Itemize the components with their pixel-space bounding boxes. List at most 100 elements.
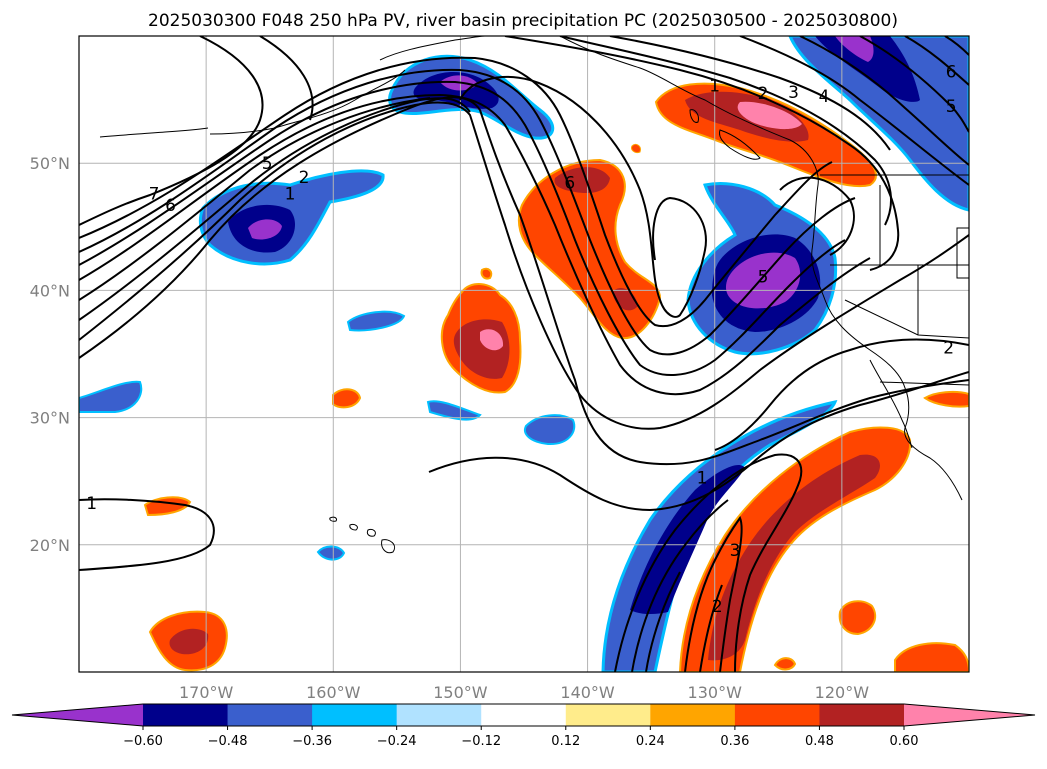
pv-contour-7 (79, 56, 833, 328)
pv-contour-northeast-3 (859, 36, 969, 133)
contour-label-7: 1 (709, 77, 720, 97)
negative-anomaly-small-1 (346, 310, 406, 332)
contour-label-3: 5 (262, 154, 273, 174)
colorbar-label-5: 0.12 (551, 734, 580, 749)
pv-contour-5 (79, 80, 846, 376)
pv-contour-se-2 (631, 499, 729, 672)
positive-anomaly-small-1 (332, 388, 362, 409)
negative-anomaly-small-2 (79, 380, 143, 413)
colorbar-box-9 (819, 704, 905, 726)
colorbar-label-8: 0.48 (805, 734, 834, 749)
contour-label-10: 4 (819, 87, 830, 107)
contour-label-11: 6 (946, 63, 957, 83)
lon-label-3: 140°W (560, 683, 615, 702)
colorbar-box-1 (143, 704, 229, 726)
coastline-baja-california (869, 359, 913, 449)
positive-core-southeast-band (708, 454, 880, 661)
latitude-labels: 20°N 30°N 40°N 50°N (30, 154, 70, 555)
pv-contour-trough-1 (79, 101, 969, 430)
map-frame (78, 35, 970, 673)
positive-core-central (554, 167, 610, 194)
contour-label-1: 7 (149, 185, 160, 205)
coastline-hawaii (329, 516, 396, 554)
negative-anomaly-small-5 (316, 545, 346, 561)
colorbar-label-7: 0.36 (720, 734, 749, 749)
colorbar-label-3: −0.24 (377, 734, 417, 749)
pv-contour-trough-west-1 (459, 76, 707, 318)
contour-label-14: 2 (943, 339, 954, 359)
pv-contour-se-1 (614, 453, 803, 672)
pv-contour-se-3 (684, 515, 743, 672)
pv-contour-ridge-1 (79, 36, 264, 226)
contour-label-8: 2 (758, 84, 769, 104)
contour-label-5: 1 (285, 185, 296, 205)
pv-contour-northeast-5 (944, 36, 969, 56)
pv-contour-3 (79, 97, 431, 301)
contour-label-9: 3 (788, 83, 799, 103)
lon-label-0: 170°W (179, 683, 234, 702)
colorbar-extend-max (904, 704, 1035, 726)
border-states (830, 185, 969, 339)
colorbar-label-0: −0.60 (123, 734, 163, 749)
colorbar-extend-min (12, 704, 143, 726)
colorbar: −0.60 −0.48 −0.36 −0.24 −0.12 0.12 0.24 0.36 0.4… (11, 703, 1036, 749)
pv-contour-ridge-2 (259, 36, 314, 121)
pv-contour-northeast-1 (739, 36, 969, 186)
lon-label-1: 160°W (306, 683, 361, 702)
contour-label-13: 5 (758, 267, 769, 287)
positive-anomaly-small-7 (480, 267, 493, 280)
colorbar-label-4: −0.12 (461, 734, 501, 749)
pv-contours (79, 36, 969, 672)
colorbar-label-6: 0.24 (636, 734, 665, 749)
colorbar-box-5 (481, 704, 567, 726)
colorbar-box-4 (396, 704, 482, 726)
positive-anomaly-small-8 (631, 143, 641, 153)
colorbar-label-2: −0.36 (292, 734, 332, 749)
pv-contour-se-4 (699, 584, 723, 672)
pv-contour-se-5 (645, 571, 681, 672)
contour-label-12: 5 (946, 97, 957, 117)
pv-contour-nook (779, 176, 855, 256)
negative-anomaly-small-4 (524, 414, 576, 446)
pv-contour-northeast-4 (904, 36, 969, 86)
contour-label-2: 6 (165, 196, 176, 216)
colorbar-label-1: −0.48 (208, 734, 248, 749)
coastline-haida-gwaii (689, 109, 699, 123)
positive-anomaly-small-6 (923, 390, 969, 408)
contour-label-15: 1 (697, 468, 708, 488)
pv-contour-north-1 (504, 36, 900, 271)
pv-contour-north-3 (609, 36, 891, 151)
pv-contour-2-southwest (428, 371, 969, 512)
colorbar-label-9: 0.60 (890, 734, 919, 749)
contour-label-4: 2 (299, 168, 310, 188)
positive-anomaly-small-4 (838, 600, 877, 636)
lon-label-4: 130°W (688, 683, 743, 702)
contour-label-16: 3 (730, 541, 741, 561)
positive-core-small-3 (169, 628, 209, 655)
pv-contour-4 (79, 93, 871, 396)
lat-label-2: 40°N (30, 281, 70, 300)
pv-contour-northeast-2 (799, 36, 969, 166)
pv-contour-1 (79, 96, 969, 466)
negative-core-northeast (815, 36, 920, 102)
pv-contour-trough-2 (79, 97, 471, 321)
negative-peak-west (248, 219, 282, 240)
contour-label-0: 1 (86, 494, 97, 514)
lat-label-3: 50°N (30, 154, 70, 173)
colorbar-box-3 (312, 704, 398, 726)
positive-anomaly-se-small (773, 657, 797, 671)
lon-label-5: 120°W (815, 683, 870, 702)
lat-label-0: 20°N (30, 536, 70, 555)
border-us-mexico (879, 381, 969, 386)
pv-contour-6 (79, 68, 856, 356)
colorbar-box-8 (734, 704, 820, 726)
contour-label-6: 6 (564, 173, 575, 193)
gridlines (79, 36, 969, 672)
lat-label-1: 30°N (30, 409, 70, 428)
longitude-labels: 170°W 160°W 150°W 140°W 130°W 120°W (179, 683, 869, 702)
coastline-aleutians (99, 127, 209, 138)
